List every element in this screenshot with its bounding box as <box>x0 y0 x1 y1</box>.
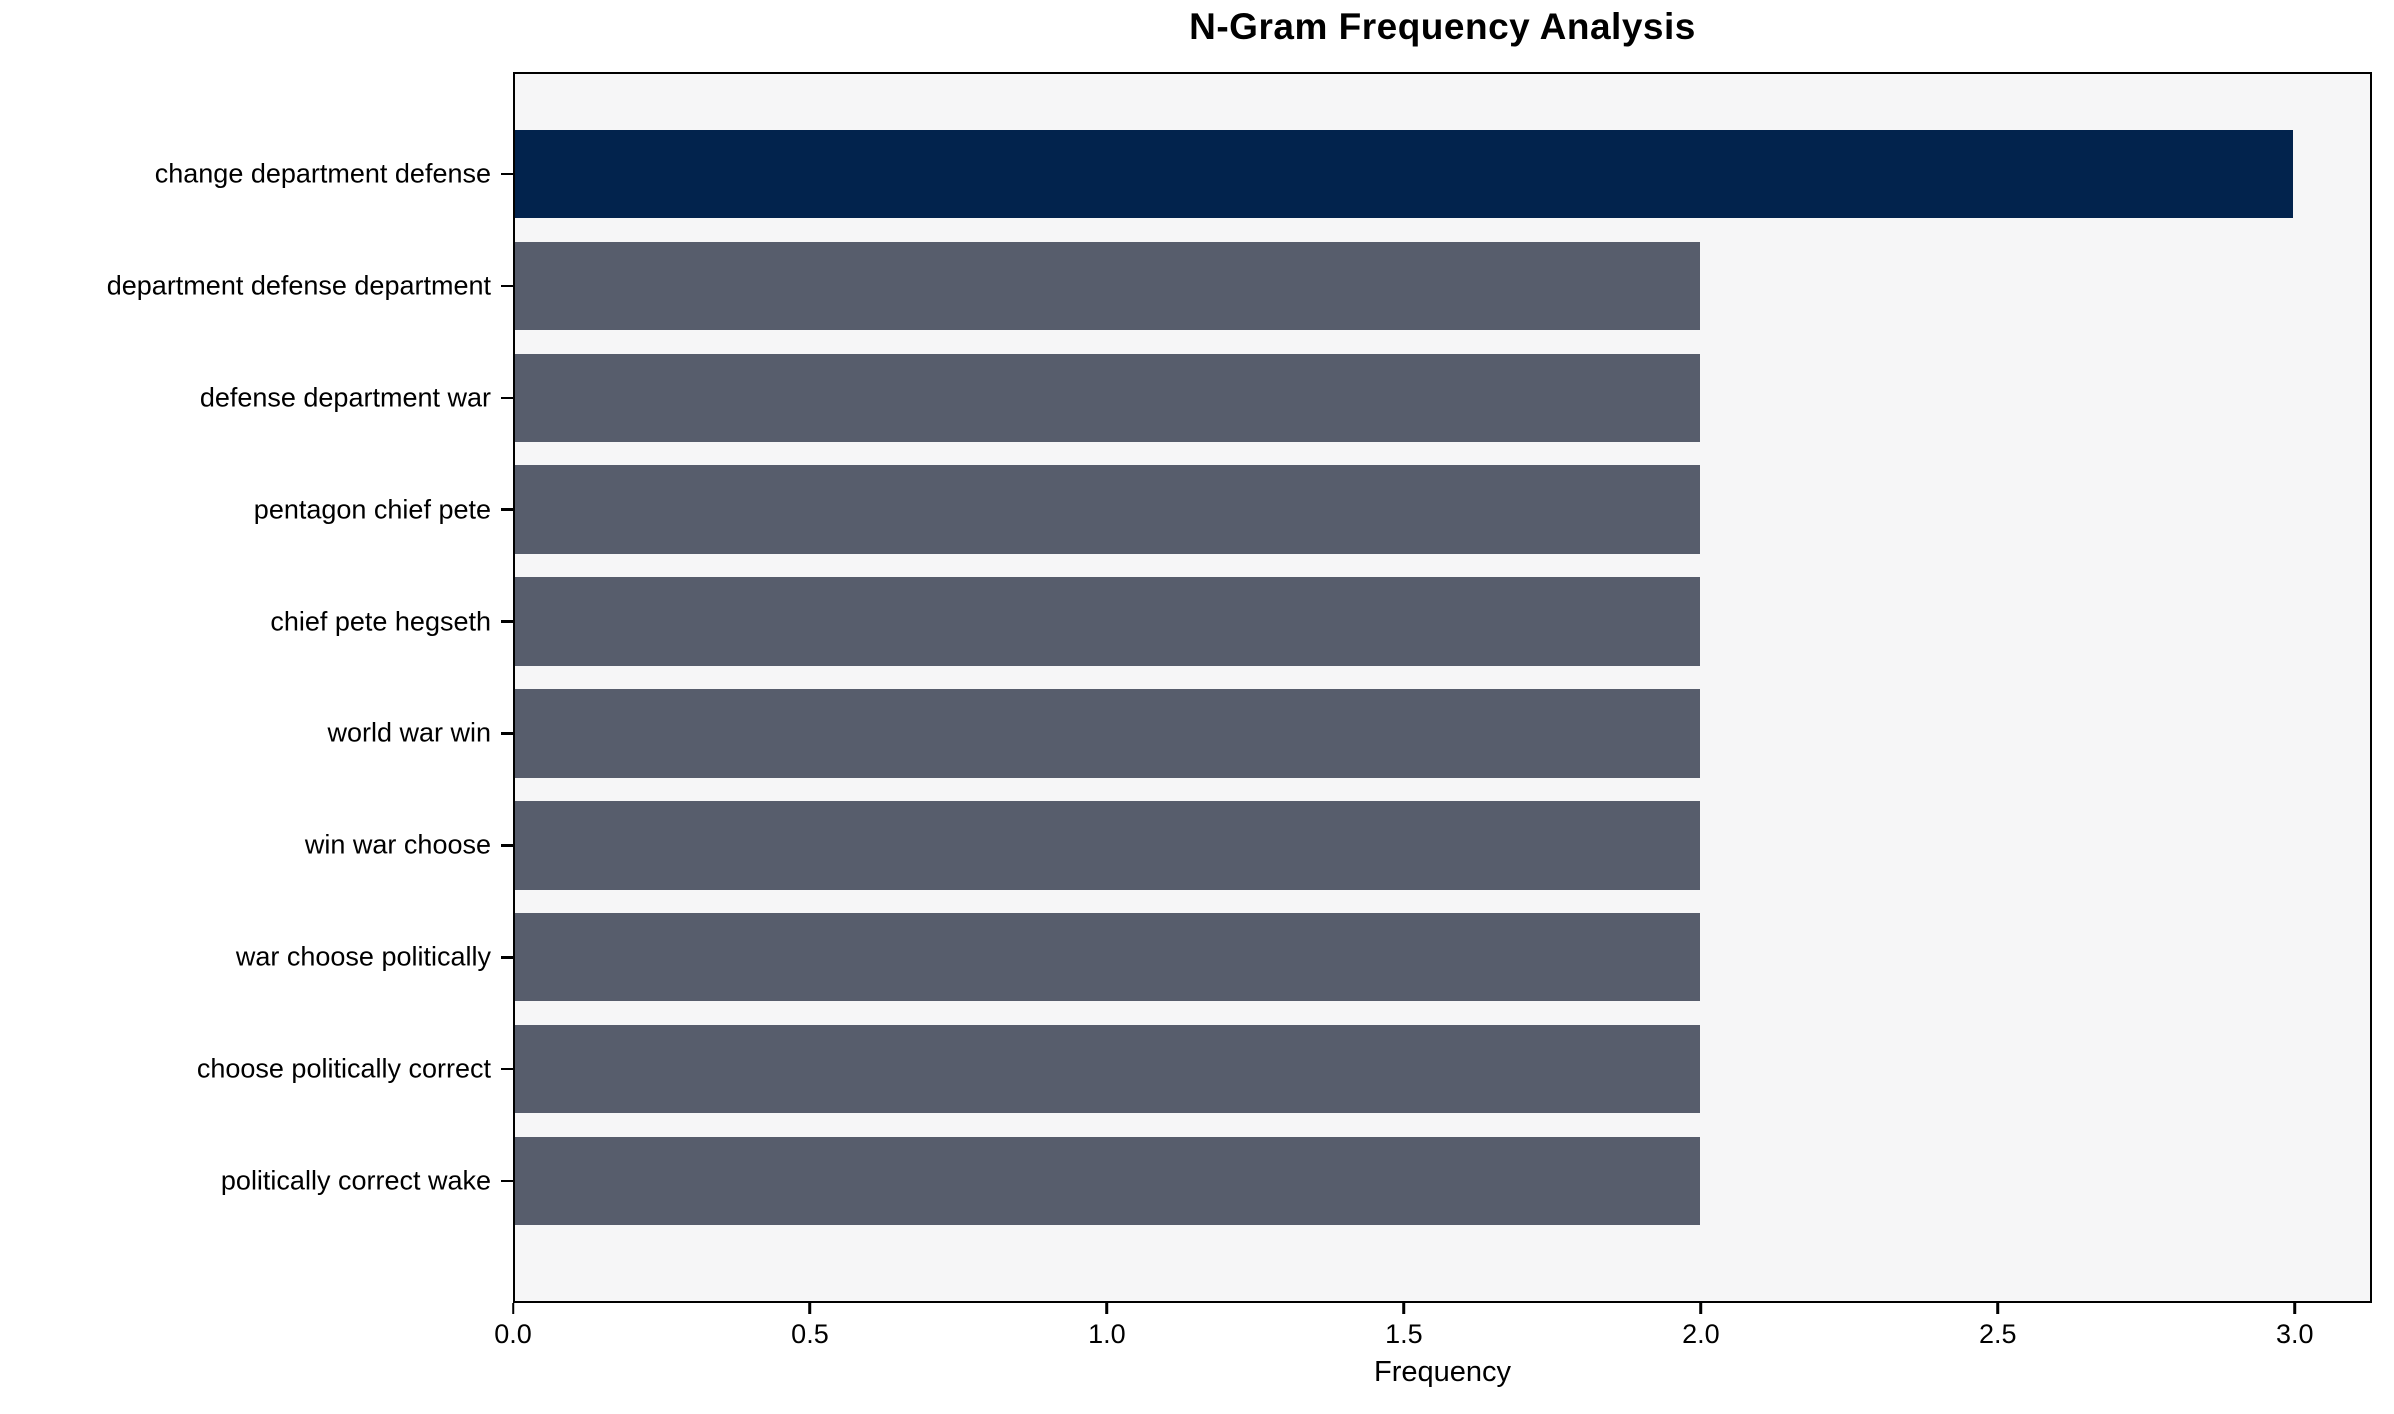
bar-row: choose politically correct <box>197 1013 2370 1125</box>
x-tick-label: 1.0 <box>1088 1319 1126 1349</box>
y-axis-label: pentagon chief pete <box>253 494 491 525</box>
x-tick-label: 2.5 <box>1979 1319 2017 1349</box>
x-axis-title: Frequency <box>1373 1356 1511 1388</box>
plot-area: change department defense department defe… <box>107 72 2372 1303</box>
bar-row: chief pete hegseth <box>270 566 2370 678</box>
bar-row: change department defense <box>155 118 2370 230</box>
x-axis-tick: 2.5 <box>1979 1303 2017 1350</box>
y-axis-label: choose politically correct <box>196 1053 491 1084</box>
chart-title: N-Gram Frequency Analysis <box>1189 6 1696 47</box>
x-axis-tick: 0.5 <box>791 1303 829 1350</box>
bar-row: defense department war <box>200 342 2370 454</box>
x-axis: 0.0 0.5 1.0 1.5 2.0 2.5 3.0 <box>494 1303 2372 1363</box>
y-axis-label: chief pete hegseth <box>270 606 491 637</box>
y-axis-tick <box>501 172 513 176</box>
y-axis-tick <box>501 1067 513 1071</box>
y-axis-tick <box>501 508 513 511</box>
y-axis-label: war choose politically <box>235 941 491 972</box>
x-tick-mark <box>511 1303 515 1314</box>
bar-row: pentagon chief pete <box>254 454 2370 566</box>
y-axis-label: politically correct wake <box>220 1165 491 1196</box>
x-tick-mark <box>1996 1303 2000 1314</box>
bar-row: world war win <box>327 678 2370 790</box>
bar-row: war choose politically <box>236 901 2370 1013</box>
x-tick-label: 0.5 <box>791 1319 829 1349</box>
y-axis-tick <box>501 620 513 623</box>
y-axis-label: win war choose <box>304 829 491 860</box>
x-tick-mark <box>808 1303 812 1314</box>
y-axis-label: defense department war <box>199 382 491 413</box>
x-tick-mark <box>1105 1303 1109 1314</box>
x-tick-label: 1.5 <box>1385 1319 1423 1349</box>
y-axis-tick <box>501 284 513 288</box>
x-axis-tick: 3.0 <box>2276 1303 2314 1350</box>
bar <box>515 1136 1701 1226</box>
bar <box>515 241 1701 331</box>
y-axis-label: change department defense <box>154 158 491 189</box>
bar-row: win war choose <box>305 789 2370 901</box>
bar <box>515 465 1701 554</box>
x-axis-tick: 1.5 <box>1385 1303 1423 1350</box>
y-axis-tick <box>501 844 513 847</box>
bar <box>515 1025 1701 1114</box>
bar <box>515 689 1701 778</box>
x-tick-mark <box>2293 1303 2297 1314</box>
bar-row: department defense department <box>107 230 2370 342</box>
x-axis-tick: 2.0 <box>1682 1303 1720 1350</box>
x-tick-label: 2.0 <box>1682 1319 1720 1349</box>
bar-row: politically correct wake <box>221 1125 2370 1237</box>
y-axis-tick <box>501 396 513 400</box>
x-axis-tick: 0.0 <box>494 1303 532 1350</box>
bar <box>515 129 2293 219</box>
x-tick-mark <box>1699 1303 1703 1314</box>
bar <box>515 577 1701 666</box>
y-axis-tick <box>501 956 513 959</box>
y-axis-label: department defense department <box>106 270 491 301</box>
x-tick-mark <box>1402 1303 1406 1314</box>
x-axis-tick: 1.0 <box>1088 1303 1126 1350</box>
x-tick-label: 3.0 <box>2276 1319 2314 1349</box>
y-axis-tick <box>501 1179 513 1183</box>
y-axis-label: world war win <box>327 717 491 748</box>
bar <box>515 801 1701 890</box>
bar <box>515 353 1701 442</box>
plot-rows: change department defense department defe… <box>107 74 2370 1301</box>
x-tick-label: 0.0 <box>494 1319 532 1349</box>
y-axis-tick <box>501 732 513 735</box>
bar <box>515 913 1701 1002</box>
